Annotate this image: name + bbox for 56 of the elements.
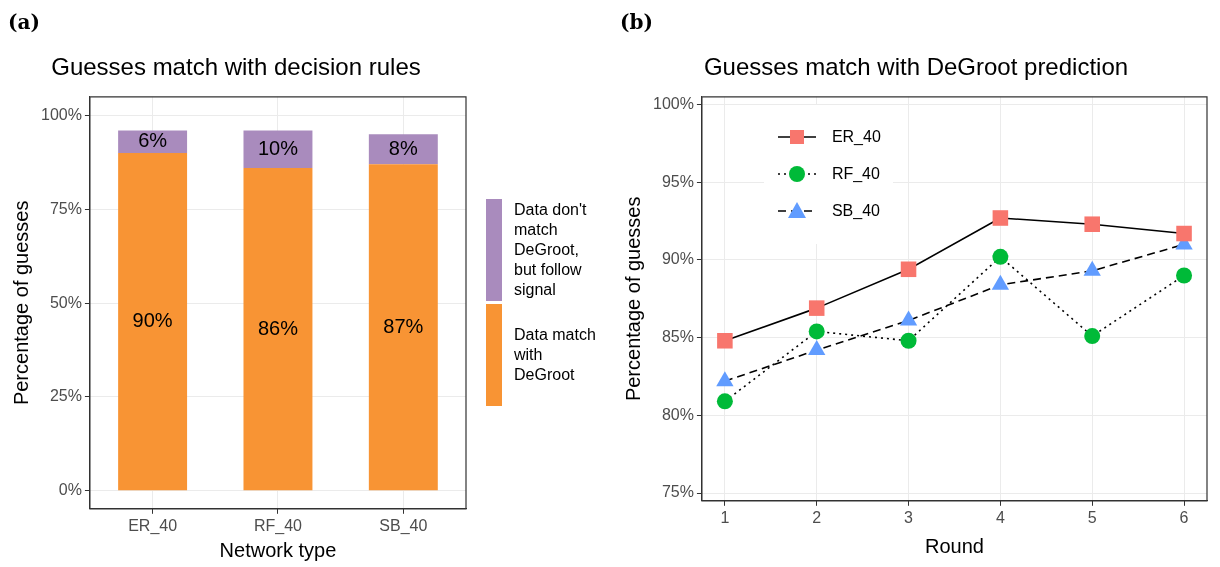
text: (a) bbox=[8, 10, 40, 34]
point bbox=[808, 323, 825, 340]
point bbox=[1084, 216, 1100, 232]
y-tick-label: 90% bbox=[661, 250, 694, 268]
point bbox=[1176, 225, 1192, 242]
y-tick-label: 0% bbox=[58, 481, 82, 499]
point bbox=[716, 371, 734, 387]
y-tick-label: 95% bbox=[661, 172, 694, 190]
point bbox=[900, 261, 917, 278]
bar bbox=[243, 168, 313, 491]
x-tick-label: 6 bbox=[1179, 508, 1189, 526]
x-tick-label: 5 bbox=[1087, 508, 1097, 526]
point bbox=[992, 248, 1009, 265]
legend-label: ER_40 bbox=[831, 128, 881, 147]
text: Data don't match DeGroot, but follow signal bbox=[514, 199, 588, 300]
y-tick-label: 85% bbox=[661, 328, 694, 346]
y-tick-label: 100% bbox=[41, 105, 82, 123]
point bbox=[717, 332, 733, 349]
x-tick-label: ER_40 bbox=[128, 516, 178, 535]
x-tick-label: RF_40 bbox=[253, 516, 303, 535]
data-label: 10% bbox=[257, 136, 299, 159]
text: (b) bbox=[619, 10, 653, 34]
text: Data match with DeGroot bbox=[514, 324, 597, 385]
x-axis-title: Network type bbox=[219, 538, 337, 561]
data-label: 6% bbox=[138, 129, 168, 152]
y-tick-label: 25% bbox=[49, 387, 82, 405]
point bbox=[1176, 267, 1193, 284]
chart-title: Guesses match with decision rules bbox=[51, 53, 421, 81]
point bbox=[992, 210, 1009, 226]
legend-label: RF_40 bbox=[831, 165, 880, 184]
y-axis-title: Percentage of guesses bbox=[9, 200, 32, 406]
point bbox=[808, 300, 825, 316]
data-label: 90% bbox=[132, 309, 173, 332]
y-axis-title: Percentage of guesses bbox=[621, 196, 644, 402]
legend-label: SB_40 bbox=[831, 202, 880, 221]
x-tick-label: 2 bbox=[812, 508, 822, 526]
x-tick-label: 3 bbox=[904, 508, 914, 526]
point bbox=[900, 332, 917, 349]
data-label: 8% bbox=[388, 136, 418, 159]
data-label: 86% bbox=[257, 316, 299, 339]
bar bbox=[368, 164, 438, 491]
chart-title: Guesses match with DeGroot prediction bbox=[703, 53, 1129, 81]
x-axis-title: Round bbox=[924, 534, 984, 557]
y-tick-label: 75% bbox=[49, 199, 82, 217]
y-tick-label: 80% bbox=[661, 405, 694, 423]
data-label: 87% bbox=[383, 314, 424, 337]
x-tick-label: SB_40 bbox=[379, 516, 428, 535]
point bbox=[1084, 328, 1101, 345]
x-tick-label: 4 bbox=[995, 508, 1005, 526]
y-tick-label: 100% bbox=[652, 94, 694, 112]
y-tick-label: 50% bbox=[49, 293, 82, 311]
x-tick-label: 1 bbox=[720, 508, 730, 526]
point bbox=[808, 340, 826, 356]
point bbox=[716, 393, 733, 410]
y-tick-label: 75% bbox=[661, 483, 694, 501]
bar bbox=[118, 153, 188, 491]
